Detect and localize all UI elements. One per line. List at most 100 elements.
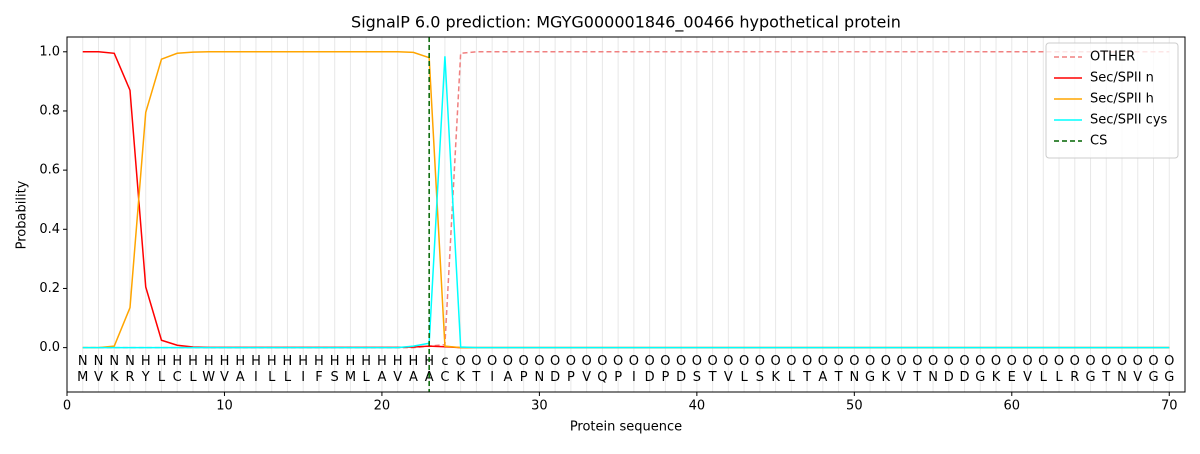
region-label: c xyxy=(441,354,448,369)
residue: I xyxy=(254,370,258,385)
region-label: H xyxy=(393,354,403,369)
region-label: O xyxy=(786,354,796,369)
x-tick-label: 20 xyxy=(374,399,391,414)
legend-box xyxy=(1045,42,1179,159)
residue: I xyxy=(632,370,636,385)
region-label: O xyxy=(959,354,969,369)
region-label: O xyxy=(503,354,513,369)
legend-label: CS xyxy=(1090,134,1107,149)
region-label: O xyxy=(1101,354,1111,369)
region-label: O xyxy=(519,354,529,369)
region-label: O xyxy=(692,354,702,369)
region-label: O xyxy=(566,354,576,369)
y-tick-label: 0.0 xyxy=(39,340,60,355)
region-label: O xyxy=(818,354,828,369)
residue: Y xyxy=(141,370,150,385)
residue: V xyxy=(220,370,229,385)
region-label: O xyxy=(912,354,922,369)
region-label: H xyxy=(314,354,324,369)
residue: D xyxy=(944,370,954,385)
region-label: O xyxy=(629,354,639,369)
residue: M xyxy=(77,370,88,385)
region-label: O xyxy=(707,354,717,369)
x-tick-label: 40 xyxy=(689,399,706,414)
residue: G xyxy=(1085,370,1095,385)
residue: Q xyxy=(597,370,607,385)
residue: N xyxy=(928,370,938,385)
legend-label: Sec/SPII n xyxy=(1090,71,1154,86)
y-tick-label: 0.6 xyxy=(39,163,60,178)
region-label: H xyxy=(267,354,277,369)
region-label: O xyxy=(944,354,954,369)
region-label: H xyxy=(330,354,340,369)
residue: I xyxy=(301,370,305,385)
legend: OTHER Sec/SPII n Sec/SPII h Sec/SPII cys CS xyxy=(1045,42,1179,159)
region-label: O xyxy=(534,354,544,369)
region-label: O xyxy=(1117,354,1127,369)
region-label: O xyxy=(1148,354,1158,369)
region-label: O xyxy=(1070,354,1080,369)
series-line xyxy=(82,51,1170,349)
region-label: H xyxy=(188,354,198,369)
x-tick-label: 60 xyxy=(1004,399,1021,414)
residue: R xyxy=(1070,370,1079,385)
region-label: O xyxy=(1007,354,1017,369)
region-label: H xyxy=(298,354,308,369)
region-label: O xyxy=(613,354,623,369)
x-tick-label: 30 xyxy=(531,399,548,414)
legend-label: Sec/SPII h xyxy=(1090,92,1154,107)
residue: N xyxy=(849,370,859,385)
residue: D xyxy=(676,370,686,385)
residue: V xyxy=(582,370,591,385)
residue: D xyxy=(645,370,655,385)
y-axis-label: Probability xyxy=(15,180,30,249)
region-label: O xyxy=(550,354,560,369)
residue: A xyxy=(818,370,827,385)
region-label: H xyxy=(172,354,182,369)
legend-label: OTHER xyxy=(1090,50,1135,65)
residue: T xyxy=(1101,370,1110,385)
residue: S xyxy=(756,370,764,385)
residue: E xyxy=(1008,370,1016,385)
y-tick-label: 0.2 xyxy=(39,281,60,296)
region-label: O xyxy=(770,354,780,369)
residue: L xyxy=(740,370,748,385)
residue: T xyxy=(834,370,843,385)
region-label: H xyxy=(157,354,167,369)
residue: C xyxy=(440,370,449,385)
x-tick-label: 0 xyxy=(63,399,71,414)
residue: A xyxy=(236,370,245,385)
residue: D xyxy=(550,370,560,385)
region-label: O xyxy=(739,354,749,369)
y-tick-label: 0.4 xyxy=(39,222,60,237)
residue: L xyxy=(1040,370,1048,385)
residue: S xyxy=(331,370,339,385)
region-label: O xyxy=(849,354,859,369)
residue: A xyxy=(409,370,418,385)
residue: R xyxy=(125,370,134,385)
residue: L xyxy=(158,370,166,385)
residue: V xyxy=(94,370,103,385)
residue: P xyxy=(520,370,528,385)
region-label: H xyxy=(220,354,230,369)
residue: G xyxy=(975,370,985,385)
residue: G xyxy=(1164,370,1174,385)
series-line xyxy=(82,56,1170,349)
region-label: O xyxy=(755,354,765,369)
residue: P xyxy=(614,370,622,385)
region-label: O xyxy=(1133,354,1143,369)
region-label: O xyxy=(928,354,938,369)
residue: K xyxy=(110,370,119,385)
y-tick-label: 0.8 xyxy=(39,103,60,118)
region-label: O xyxy=(456,354,466,369)
region-label: H xyxy=(141,354,151,369)
region-label: O xyxy=(833,354,843,369)
region-label: O xyxy=(660,354,670,369)
residue: V xyxy=(1023,370,1032,385)
residue: V xyxy=(1133,370,1142,385)
residue: K xyxy=(771,370,780,385)
residue: D xyxy=(960,370,970,385)
region-label: H xyxy=(283,354,293,369)
